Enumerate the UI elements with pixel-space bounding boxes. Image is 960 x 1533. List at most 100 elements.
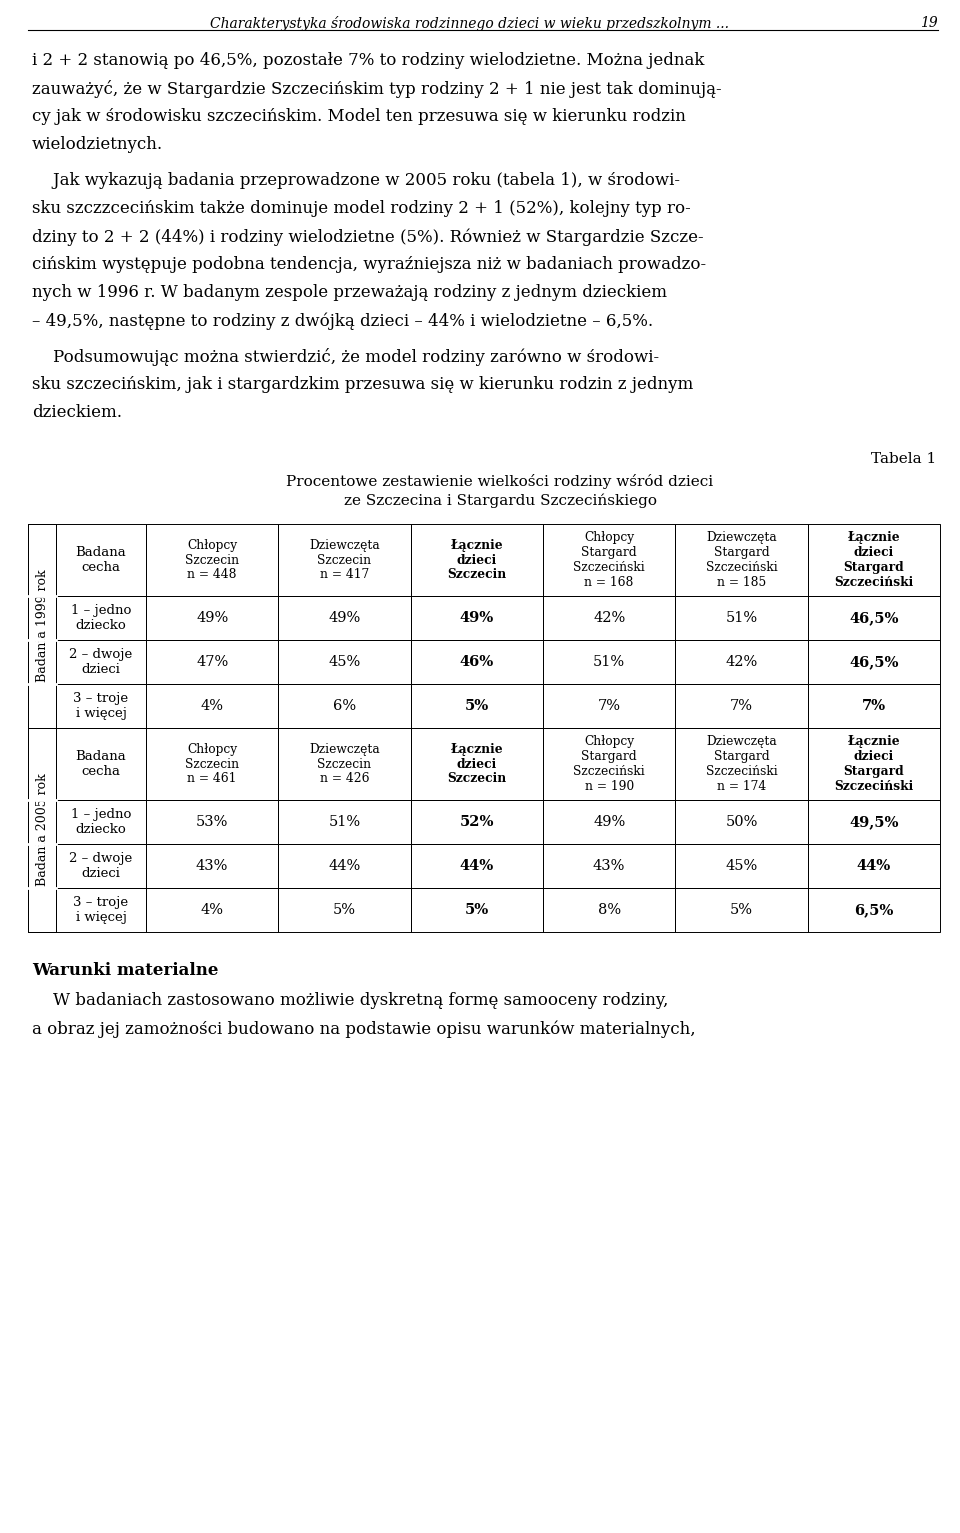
Text: 1 – jedno
dziecko: 1 – jedno dziecko <box>71 604 132 632</box>
Text: 8%: 8% <box>598 903 621 917</box>
Text: 46,5%: 46,5% <box>849 655 899 668</box>
Bar <box>28 596 56 639</box>
Bar <box>28 524 56 728</box>
Bar <box>807 800 940 845</box>
Text: 44%: 44% <box>328 858 361 872</box>
Text: cińskim występuje podobna tendencja, wyraźniejsza niż w badaniach prowadzo-: cińskim występuje podobna tendencja, wyr… <box>32 256 707 273</box>
Text: Chłopcy
Stargard
Szczeciński
n = 190: Chłopcy Stargard Szczeciński n = 190 <box>573 734 645 793</box>
Bar <box>543 800 675 845</box>
Text: 3 – troje
i więcej: 3 – troje i więcej <box>73 895 129 924</box>
Text: 4%: 4% <box>201 699 224 713</box>
Text: 47%: 47% <box>196 655 228 668</box>
Bar <box>543 596 675 639</box>
Text: 5%: 5% <box>465 699 489 713</box>
Bar <box>278 728 411 800</box>
Text: i 2 + 2 stanowią po 46,5%, pozostałe 7% to rodziny wielodzietne. Można jednak: i 2 + 2 stanowią po 46,5%, pozostałe 7% … <box>32 52 705 69</box>
Bar <box>807 728 940 800</box>
Bar <box>807 888 940 932</box>
Text: 5%: 5% <box>465 903 489 917</box>
Text: Łącznie
dzieci
Szczecin: Łącznie dzieci Szczecin <box>447 538 507 581</box>
Text: Badania 2005 rok: Badania 2005 rok <box>36 774 49 886</box>
Text: 46,5%: 46,5% <box>849 612 899 625</box>
Text: 51%: 51% <box>593 655 625 668</box>
Bar <box>411 845 543 888</box>
Bar <box>28 728 56 800</box>
Bar <box>675 639 807 684</box>
Bar <box>146 524 278 596</box>
Text: Badana
cecha: Badana cecha <box>76 546 127 573</box>
Text: Charakterystyka środowiska rodzinnego dzieci w wieku przedszkolnym ...: Charakterystyka środowiska rodzinnego dz… <box>210 15 730 31</box>
Text: Procentowe zestawienie wielkości rodziny wśród dzieci: Procentowe zestawienie wielkości rodziny… <box>286 474 713 489</box>
Bar <box>675 888 807 932</box>
Text: 45%: 45% <box>328 655 361 668</box>
Bar <box>543 845 675 888</box>
Bar <box>28 639 56 684</box>
Text: Dziewczęta
Szczecin
n = 426: Dziewczęta Szczecin n = 426 <box>309 742 380 785</box>
Bar <box>146 596 278 639</box>
Text: Chłopcy
Stargard
Szczeciński
n = 168: Chłopcy Stargard Szczeciński n = 168 <box>573 530 645 589</box>
Text: sku szczzcecińskim także dominuje model rodziny 2 + 1 (52%), kolejny typ ro-: sku szczzcecińskim także dominuje model … <box>32 199 691 218</box>
Bar <box>675 596 807 639</box>
Bar <box>807 596 940 639</box>
Bar <box>543 639 675 684</box>
Text: 5%: 5% <box>730 903 753 917</box>
Bar <box>675 684 807 728</box>
Text: dzieckiem.: dzieckiem. <box>32 405 122 422</box>
Text: 50%: 50% <box>726 816 757 829</box>
Text: 51%: 51% <box>726 612 757 625</box>
Text: 49,5%: 49,5% <box>849 816 899 829</box>
Text: 6%: 6% <box>333 699 356 713</box>
Text: Dziewczęta
Szczecin
n = 417: Dziewczęta Szczecin n = 417 <box>309 538 380 581</box>
Bar <box>146 800 278 845</box>
Bar <box>278 639 411 684</box>
Bar <box>146 888 278 932</box>
Bar <box>56 684 146 728</box>
Text: a obraz jej zamożności budowano na podstawie opisu warunków materialnych,: a obraz jej zamożności budowano na podst… <box>32 1019 696 1038</box>
Bar <box>543 728 675 800</box>
Text: 45%: 45% <box>726 858 757 872</box>
Bar <box>28 800 56 845</box>
Bar <box>28 684 56 728</box>
Bar <box>675 845 807 888</box>
Bar <box>411 639 543 684</box>
Text: Badana
cecha: Badana cecha <box>76 750 127 779</box>
Text: 1 – jedno
dziecko: 1 – jedno dziecko <box>71 808 132 835</box>
Bar <box>278 888 411 932</box>
Text: 44%: 44% <box>856 858 891 872</box>
Bar <box>146 845 278 888</box>
Bar <box>56 888 146 932</box>
Text: zauważyć, że w Stargardzie Szczecińskim typ rodziny 2 + 1 nie jest tak dominują-: zauważyć, że w Stargardzie Szczecińskim … <box>32 80 722 98</box>
Text: 42%: 42% <box>593 612 625 625</box>
Bar <box>675 800 807 845</box>
Text: 7%: 7% <box>862 699 886 713</box>
Bar <box>411 596 543 639</box>
Text: 53%: 53% <box>196 816 228 829</box>
Text: 43%: 43% <box>196 858 228 872</box>
Bar <box>675 728 807 800</box>
Text: Warunki materialne: Warunki materialne <box>32 963 218 980</box>
Text: 4%: 4% <box>201 903 224 917</box>
Bar <box>807 639 940 684</box>
Text: 51%: 51% <box>328 816 361 829</box>
Text: wielodzietnych.: wielodzietnych. <box>32 136 163 153</box>
Bar <box>807 524 940 596</box>
Text: 49%: 49% <box>328 612 361 625</box>
Bar <box>278 596 411 639</box>
Bar <box>146 728 278 800</box>
Bar <box>543 684 675 728</box>
Text: ze Szczecina i Stargardu Szczecińskiego: ze Szczecina i Stargardu Szczecińskiego <box>344 494 657 509</box>
Text: Podsumowując można stwierdzić, że model rodziny zarówno w środowi-: Podsumowując można stwierdzić, że model … <box>32 348 660 366</box>
Text: 46%: 46% <box>460 655 494 668</box>
Bar <box>278 684 411 728</box>
Text: 6,5%: 6,5% <box>854 903 894 917</box>
Text: 44%: 44% <box>460 858 494 872</box>
Text: 5%: 5% <box>333 903 356 917</box>
Bar <box>411 728 543 800</box>
Text: W badaniach zastosowano możliwie dyskretną formę samooceny rodziny,: W badaniach zastosowano możliwie dyskret… <box>32 992 668 1009</box>
Bar <box>411 524 543 596</box>
Text: 49%: 49% <box>460 612 494 625</box>
Text: Jak wykazują badania przeprowadzone w 2005 roku (tabela 1), w środowi-: Jak wykazują badania przeprowadzone w 20… <box>32 172 680 189</box>
Bar <box>56 845 146 888</box>
Bar <box>56 524 146 596</box>
Bar <box>146 684 278 728</box>
